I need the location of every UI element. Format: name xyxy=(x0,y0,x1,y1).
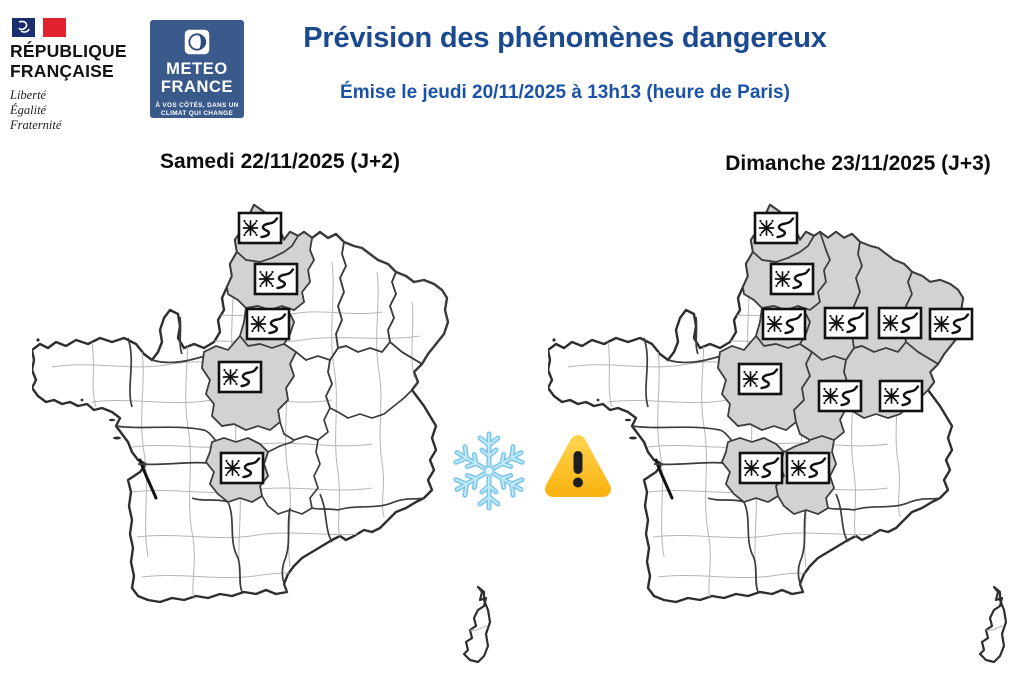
snow-ice-icon xyxy=(769,262,815,296)
issue-datetime: Émise le jeudi 20/11/2025 à 13h13 (heure… xyxy=(340,82,790,103)
republique-francaise-logo: RÉPUBLIQUE FRANÇAISE Liberté Égalité Fra… xyxy=(10,18,145,133)
snow-ice-icon xyxy=(737,362,783,396)
snow-ice-icon xyxy=(237,211,283,245)
snow-ice-icon xyxy=(219,451,265,485)
gov-name-line2: FRANÇAISE xyxy=(10,61,114,81)
meteo-france-logo: METEO FRANCE À VOS CÔTÉS, DANS UN CLIMAT… xyxy=(150,20,244,118)
mf-name-line2: FRANCE xyxy=(160,78,234,96)
french-flag-icon xyxy=(12,18,66,37)
map-france-saturday xyxy=(32,202,503,667)
snow-ice-icon xyxy=(823,306,869,340)
page-title: Prévision des phénomènes dangereux xyxy=(303,22,827,54)
motto-egalite: Égalité xyxy=(10,103,47,117)
snow-ice-icon xyxy=(217,360,263,394)
snowflake-icon xyxy=(446,428,532,514)
map-label-sunday: Dimanche 23/11/2025 (J+3) xyxy=(725,152,991,175)
snow-ice-icon xyxy=(753,211,799,245)
mf-tagline-line1: À VOS CÔTÉS, DANS UN xyxy=(155,102,239,109)
gov-name-line1: RÉPUBLIQUE xyxy=(10,41,127,61)
snow-ice-icon xyxy=(738,451,784,485)
motto-liberte: Liberté xyxy=(10,88,47,102)
snow-ice-icon xyxy=(878,379,924,413)
motto-fraternite: Fraternité xyxy=(10,118,62,132)
snow-ice-icon xyxy=(817,379,863,413)
snow-ice-icon xyxy=(785,451,831,485)
snow-ice-icon xyxy=(245,307,291,341)
map-label-saturday: Samedi 22/11/2025 (J+2) xyxy=(160,150,400,173)
snow-ice-icon xyxy=(928,307,974,341)
meteo-france-emblem-icon xyxy=(184,29,210,55)
warning-triangle-icon xyxy=(545,435,611,497)
snow-ice-icon xyxy=(253,262,299,296)
mf-tagline-line2: CLIMAT QUI CHANGE xyxy=(160,110,234,117)
mf-name-line1: METEO xyxy=(166,60,228,78)
snow-ice-icon xyxy=(877,306,923,340)
snow-ice-icon xyxy=(761,307,807,341)
